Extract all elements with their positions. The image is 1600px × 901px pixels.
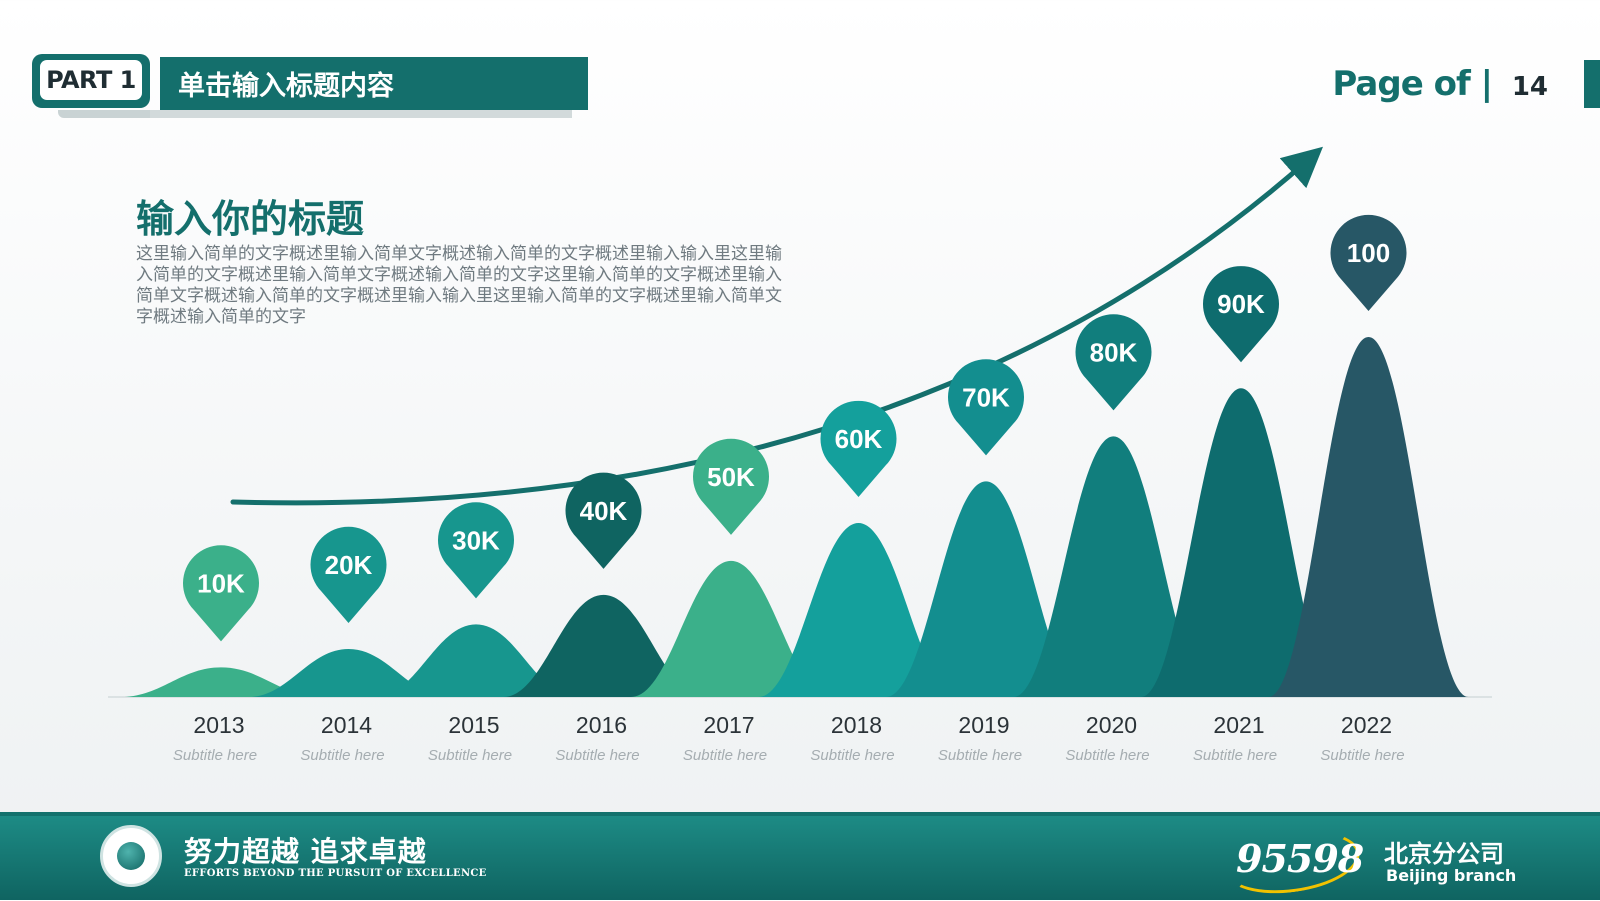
hotline-number: 95598 xyxy=(1236,836,1364,881)
peak-2014 xyxy=(248,648,449,697)
pin-2017: 50K xyxy=(693,438,769,535)
subtitle-2020: Subtitle here xyxy=(1065,747,1149,764)
data-label-2022: 100 xyxy=(1347,238,1390,268)
x-tick-2020: 2020 xyxy=(1086,712,1137,738)
pin-marker-2013 xyxy=(183,545,259,642)
peak-2018 xyxy=(758,522,959,697)
footer-slogan: 努力超越 追求卓越 xyxy=(184,835,427,868)
part-label: PART 1 xyxy=(40,60,142,100)
slide-title[interactable]: 单击输入标题内容 xyxy=(178,71,394,102)
subtitle-2013: Subtitle here xyxy=(173,747,257,764)
page-of-label: Page of | xyxy=(1332,64,1493,104)
data-label-2013: 10K xyxy=(197,568,245,598)
pin-2013: 10K xyxy=(183,545,259,642)
subtitle-2015: Subtitle here xyxy=(428,747,512,764)
content-description[interactable]: 这里输入简单的文字概述里输入简单文字概述输入简单的文字概述里输入输入里这里输入简… xyxy=(136,244,782,327)
x-tick-2015: 2015 xyxy=(448,712,499,738)
peak-2019 xyxy=(886,481,1086,697)
pin-2015: 30K xyxy=(438,502,514,599)
peak-2015 xyxy=(376,624,576,697)
x-tick-2017: 2017 xyxy=(703,712,754,738)
subtitle-2017: Subtitle here xyxy=(683,747,767,764)
content-heading[interactable]: 输入你的标题 xyxy=(136,197,365,241)
pin-marker-2015 xyxy=(438,502,514,599)
pin-marker-2018 xyxy=(820,400,897,497)
pin-2014: 20K xyxy=(310,526,387,623)
pin-2019: 70K xyxy=(947,359,1024,456)
subtitle-2014: Subtitle here xyxy=(300,747,384,764)
pin-marker-2017 xyxy=(693,438,769,535)
data-label-2015: 30K xyxy=(452,525,500,555)
company-logo xyxy=(100,825,162,887)
pin-marker-2020 xyxy=(1075,314,1152,411)
pin-marker-2021 xyxy=(1203,266,1279,363)
subtitle-2021: Subtitle here xyxy=(1193,747,1277,764)
pin-2016: 40K xyxy=(565,472,642,569)
peak-2020 xyxy=(1013,436,1214,697)
page-number: 14 xyxy=(1511,72,1548,102)
peak-2021 xyxy=(1141,388,1341,697)
data-label-2014: 20K xyxy=(325,550,373,580)
subtitle-2016: Subtitle here xyxy=(555,747,639,764)
footer-slogan-en: EFFORTS BEYOND THE PURSUIT OF EXCELLENCE xyxy=(184,868,487,879)
pin-2020: 80K xyxy=(1075,314,1152,411)
data-label-2020: 80K xyxy=(1090,337,1138,367)
x-tick-2014: 2014 xyxy=(321,712,372,738)
pin-2022: 100 xyxy=(1330,214,1407,311)
trend-arrow xyxy=(230,146,1324,506)
subtitle-2018: Subtitle here xyxy=(810,747,894,764)
pin-marker-2016 xyxy=(565,472,642,569)
pin-2018: 60K xyxy=(820,400,897,497)
x-tick-2022: 2022 xyxy=(1341,712,1392,738)
x-tick-2019: 2019 xyxy=(958,712,1009,738)
subtitle-2019: Subtitle here xyxy=(938,747,1022,764)
pin-2021: 90K xyxy=(1203,266,1279,363)
data-label-2018: 60K xyxy=(835,424,883,454)
title-bar-shadow xyxy=(150,110,572,118)
peak-2017 xyxy=(631,560,831,697)
data-label-2017: 50K xyxy=(707,462,755,492)
pin-marker-2022 xyxy=(1330,214,1407,311)
x-tick-2021: 2021 xyxy=(1213,712,1264,738)
subtitle-2022: Subtitle here xyxy=(1320,747,1404,764)
x-tick-2018: 2018 xyxy=(831,712,882,738)
title-bar[interactable]: 单击输入标题内容 xyxy=(160,57,588,110)
peak-2022 xyxy=(1268,337,1469,697)
data-label-2021: 90K xyxy=(1217,289,1265,319)
edge-accent-bar xyxy=(1584,60,1600,108)
growth-chart: 10K 20K 30K 40K 50K 60K 70K 80K 90K 100 2013 Subti… xyxy=(108,146,1492,764)
x-tick-2016: 2016 xyxy=(576,712,627,738)
x-tick-2013: 2013 xyxy=(193,712,244,738)
data-label-2019: 70K xyxy=(962,382,1010,412)
data-label-2016: 40K xyxy=(580,496,628,526)
branch-name-en: Beijing branch xyxy=(1386,866,1517,885)
peak-2013 xyxy=(121,667,321,697)
branch-name-cn: 北京分公司 xyxy=(1384,840,1504,868)
pin-marker-2014 xyxy=(310,526,387,623)
peak-2016 xyxy=(503,594,704,697)
footer-bar: 努力超越 追求卓越 EFFORTS BEYOND THE PURSUIT OF … xyxy=(0,812,1600,901)
pin-marker-2019 xyxy=(947,359,1024,456)
